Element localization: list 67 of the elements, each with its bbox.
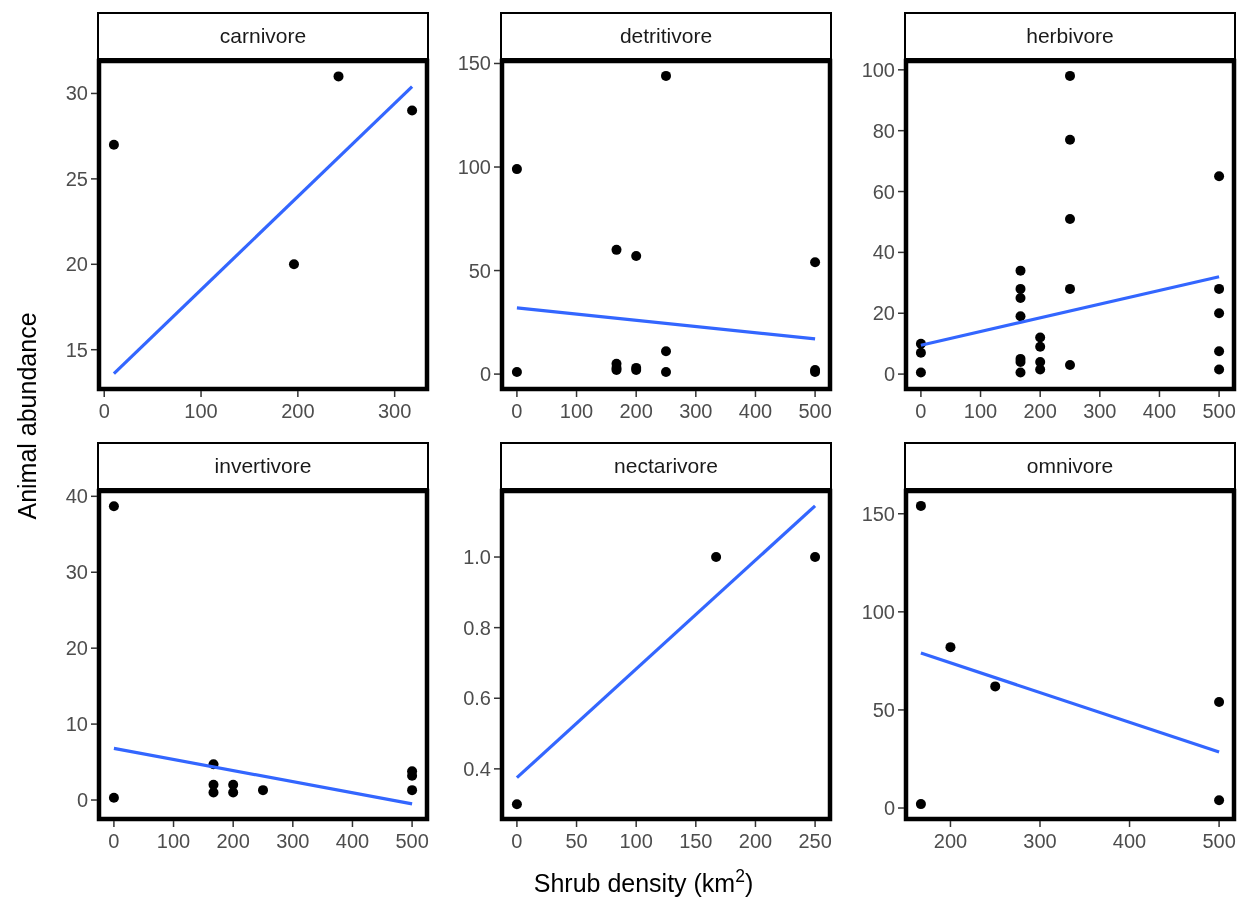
x-tick-label: 0: [511, 830, 523, 852]
chart-title: herbivore: [1026, 24, 1114, 47]
chart-title: invertivore: [214, 454, 312, 477]
y-tick-label: 20: [65, 253, 88, 276]
y-tick-label: 50: [872, 698, 895, 721]
y-tick-label: 60: [872, 180, 895, 203]
y-tick-label: 1.0: [463, 546, 491, 569]
chart-title: detritivore: [619, 24, 713, 47]
x-tick-label: 200: [216, 830, 250, 852]
y-tick-label: 0: [883, 363, 895, 386]
x-tick-label: 300: [276, 830, 310, 852]
x-tick-label: 200: [933, 830, 968, 852]
y-tick-label: 100: [457, 156, 491, 179]
y-tick-label: 0.6: [463, 687, 491, 710]
y-tick-label: 100: [861, 600, 895, 623]
y-tick-label: 40: [65, 485, 88, 508]
x-tick-label: 0: [98, 400, 110, 422]
y-tick-label: 40: [872, 241, 895, 264]
x-tick-label: 200: [281, 400, 315, 422]
y-tick-label: 20: [872, 302, 895, 325]
x-tick-label: 100: [156, 830, 191, 852]
x-tick-label: 400: [1142, 400, 1177, 422]
x-tick-label: 250: [798, 830, 832, 852]
x-tick-label: 300: [679, 400, 713, 422]
chart-title: carnivore: [219, 24, 307, 47]
x-tick-label: 200: [619, 400, 653, 422]
chart-title: omnivore: [1026, 454, 1114, 477]
x-tick-label: 400: [738, 400, 773, 422]
x-tick-label: 0: [511, 400, 523, 422]
x-tick-label: 300: [1023, 830, 1057, 852]
x-tick-label: 400: [335, 830, 370, 852]
x-tick-label: 100: [184, 400, 218, 422]
y-tick-label: 150: [457, 52, 491, 75]
x-axis-title: Shrub density (km$^{2}$): [533, 866, 754, 897]
x-tick-label: 100: [619, 830, 653, 852]
y-tick-label: 30: [65, 82, 88, 105]
x-tick-label: 0: [915, 400, 927, 422]
x-tick-label: 500: [798, 400, 832, 422]
x-tick-label: 0: [108, 830, 120, 852]
x-tick-label: 50: [565, 830, 588, 852]
y-tick-label: 80: [872, 119, 895, 142]
x-tick-label: 100: [559, 400, 594, 422]
y-tick-label: 0.8: [463, 616, 491, 639]
y-tick-label: 30: [65, 561, 88, 584]
x-tick-label: 300: [377, 400, 412, 422]
x-tick-label: 500: [395, 830, 429, 852]
x-tick-label: 150: [679, 830, 713, 852]
y-tick-label: 0: [479, 363, 491, 386]
chart-title: nectarivore: [614, 454, 718, 477]
y-tick-label: 150: [861, 502, 895, 525]
x-tick-label: 500: [1202, 830, 1236, 852]
y-tick-label: 100: [861, 58, 895, 81]
y-tick-label: 20: [65, 637, 88, 660]
x-tick-label: 300: [1083, 400, 1117, 422]
x-tick-label: 100: [963, 400, 998, 422]
x-tick-label: 400: [1112, 830, 1147, 852]
x-tick-label: 200: [1023, 400, 1057, 422]
y-tick-label: 50: [468, 259, 491, 282]
x-tick-label: 500: [1202, 400, 1236, 422]
y-tick-label: 25: [65, 167, 88, 190]
y-tick-label: 15: [65, 338, 88, 361]
y-axis-title: Animal abundance: [13, 312, 41, 520]
x-tick-label: 200: [738, 830, 773, 852]
y-tick-label: 10: [65, 713, 88, 736]
y-tick-label: 0.4: [463, 757, 491, 780]
y-tick-label: 0: [883, 797, 895, 820]
y-tick-label: 0: [76, 789, 88, 812]
